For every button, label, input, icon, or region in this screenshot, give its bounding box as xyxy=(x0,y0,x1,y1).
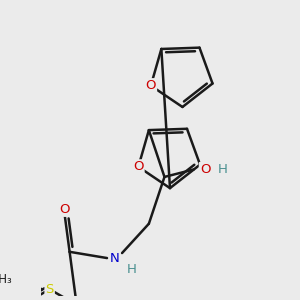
Text: S: S xyxy=(45,283,54,296)
Text: H: H xyxy=(218,163,227,176)
Text: CH₃: CH₃ xyxy=(0,273,13,286)
Text: H: H xyxy=(127,263,137,276)
Text: O: O xyxy=(200,163,210,176)
Text: O: O xyxy=(133,160,144,173)
Text: O: O xyxy=(59,203,70,216)
Text: N: N xyxy=(110,252,119,265)
Text: O: O xyxy=(146,79,156,92)
